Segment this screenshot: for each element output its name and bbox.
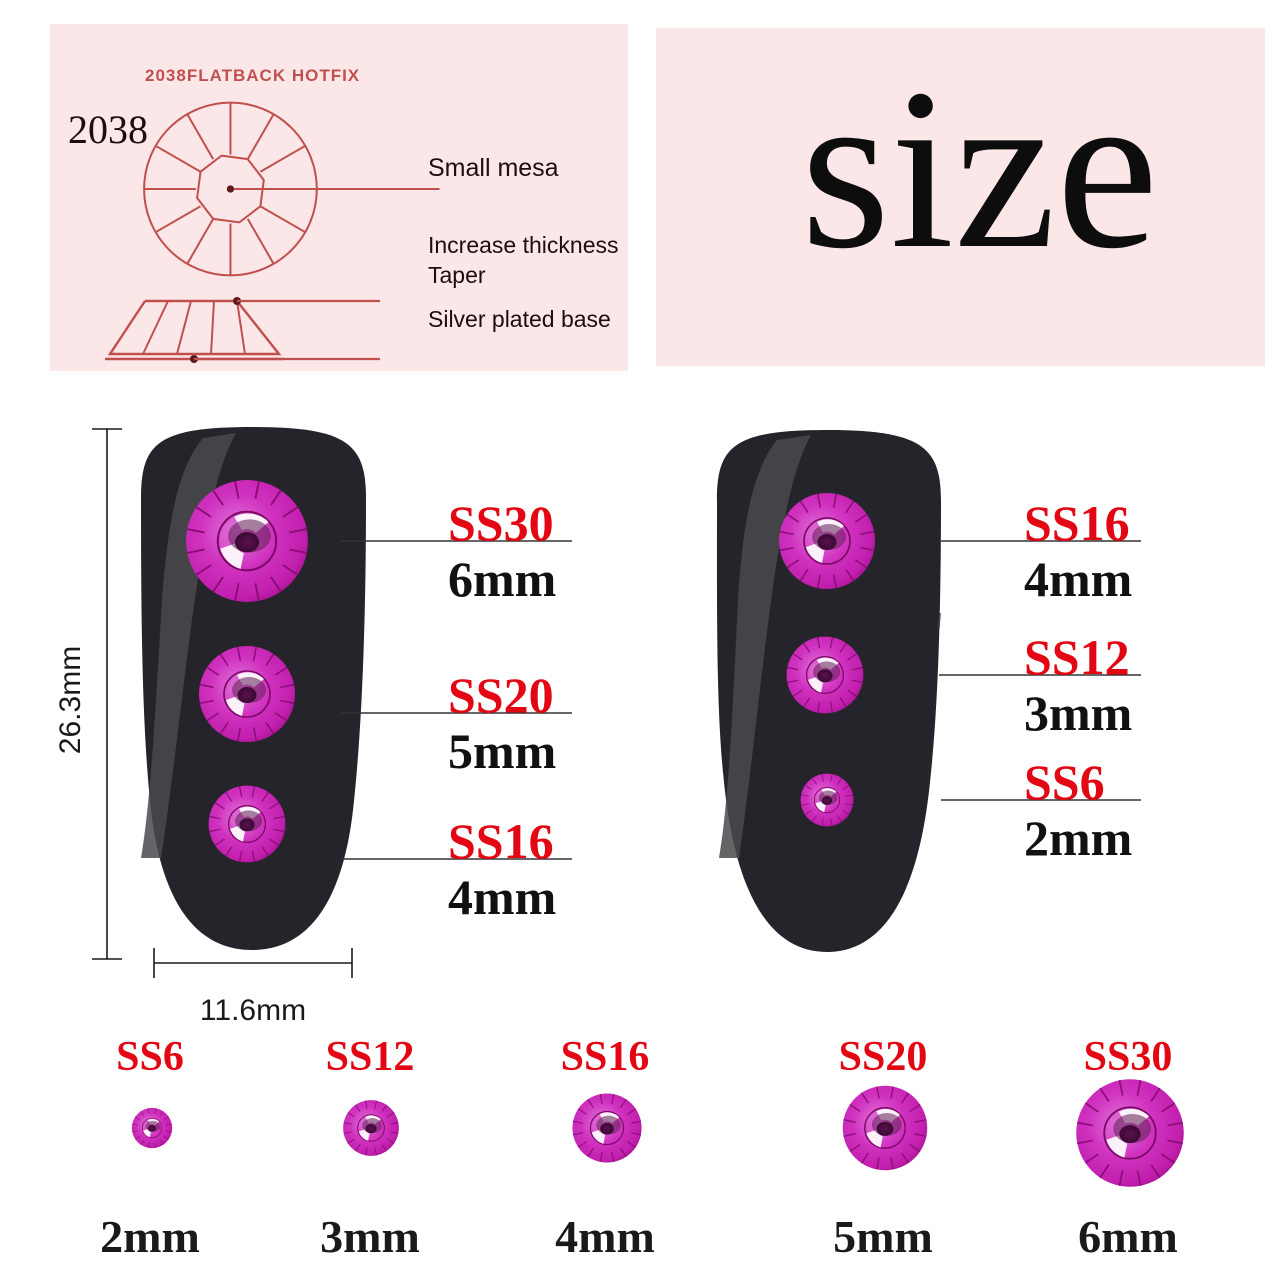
svg-text:11.6mm: 11.6mm xyxy=(200,994,306,1027)
svg-text:26.3mm: 26.3mm xyxy=(54,646,87,754)
